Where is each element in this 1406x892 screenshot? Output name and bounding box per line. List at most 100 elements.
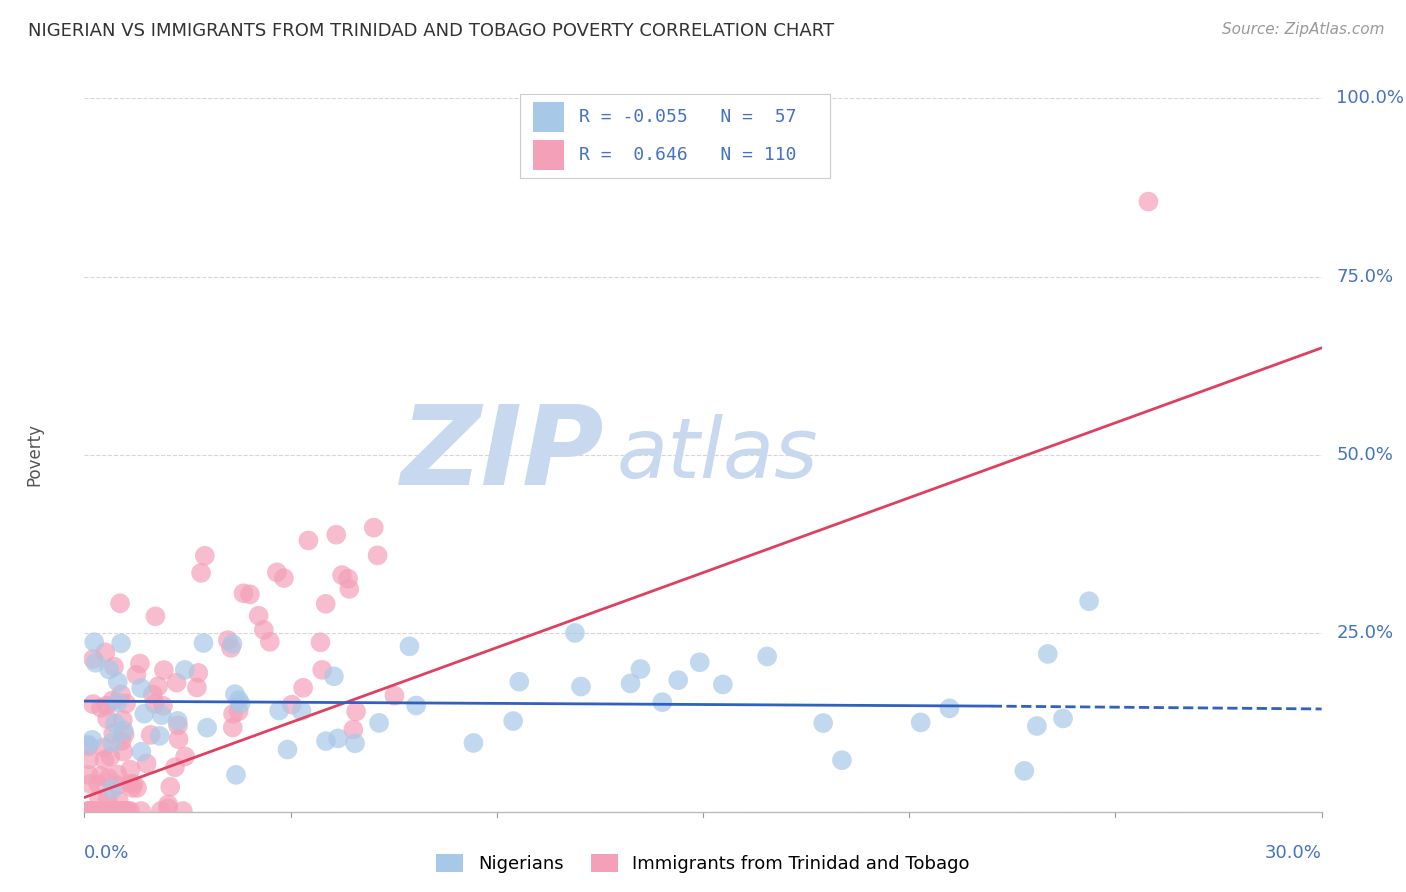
Point: [172, 804, 194, 818]
Point: [100, 804, 122, 818]
Point: [831, 753, 853, 767]
Point: [384, 689, 406, 703]
Point: [115, 804, 138, 818]
Point: [159, 780, 181, 794]
Point: [195, 721, 218, 735]
Point: [105, 804, 128, 818]
Point: [96, 804, 118, 818]
Point: [259, 634, 281, 648]
Point: [125, 668, 148, 682]
Point: [83, 635, 105, 649]
Point: [292, 681, 315, 695]
Text: R =  0.646   N = 110: R = 0.646 N = 110: [579, 146, 796, 164]
Point: [325, 527, 347, 541]
Point: [193, 636, 215, 650]
Point: [463, 736, 485, 750]
Point: [77, 768, 100, 782]
Point: [229, 697, 252, 711]
Point: [107, 675, 129, 690]
Point: [225, 768, 247, 782]
Point: [273, 571, 295, 585]
Point: [114, 727, 136, 741]
Point: [80, 804, 103, 818]
Point: [77, 804, 100, 818]
Point: [163, 760, 186, 774]
Point: [239, 587, 262, 601]
Point: [111, 804, 134, 818]
Point: [134, 706, 156, 721]
Point: [290, 704, 312, 718]
Point: [564, 626, 586, 640]
Point: [322, 669, 344, 683]
Point: [363, 521, 385, 535]
Point: [276, 742, 298, 756]
Bar: [533, 140, 564, 169]
Point: [79, 777, 101, 791]
Point: [77, 752, 100, 766]
Point: [93, 753, 115, 767]
Point: [367, 549, 389, 563]
Point: [344, 736, 367, 750]
Point: [111, 804, 134, 818]
Point: [96, 712, 118, 726]
Point: [222, 721, 245, 735]
Point: [219, 640, 242, 655]
Text: 75.0%: 75.0%: [1337, 268, 1393, 285]
Point: [315, 597, 337, 611]
Point: [910, 715, 932, 730]
Point: [82, 697, 104, 711]
Point: [125, 780, 148, 795]
Text: NIGERIAN VS IMMIGRANTS FROM TRINIDAD AND TOBAGO POVERTY CORRELATION CHART: NIGERIAN VS IMMIGRANTS FROM TRINIDAD AND…: [28, 22, 834, 40]
Point: [368, 715, 391, 730]
Point: [149, 729, 172, 743]
Point: [167, 718, 190, 732]
Point: [1078, 594, 1101, 608]
Point: [107, 804, 129, 818]
Point: [342, 723, 364, 737]
Point: [309, 635, 332, 649]
Text: 0.0%: 0.0%: [84, 844, 129, 862]
Point: [101, 736, 124, 750]
Point: [269, 704, 291, 718]
Point: [120, 776, 142, 790]
Point: [1036, 647, 1059, 661]
Text: 25.0%: 25.0%: [1337, 624, 1393, 642]
Point: [82, 732, 104, 747]
Bar: [533, 103, 564, 132]
Point: [107, 695, 129, 709]
Text: atlas: atlas: [616, 415, 818, 495]
Point: [326, 731, 349, 746]
Point: [107, 794, 129, 808]
Point: [139, 728, 162, 742]
Point: [337, 572, 360, 586]
Point: [98, 663, 121, 677]
Point: [232, 586, 254, 600]
Point: [224, 687, 246, 701]
Point: [111, 713, 134, 727]
Point: [143, 697, 166, 711]
Point: [146, 680, 169, 694]
Point: [135, 756, 157, 771]
Point: [152, 698, 174, 713]
Text: R = -0.055   N =  57: R = -0.055 N = 57: [579, 108, 796, 126]
Point: [77, 739, 100, 753]
Point: [84, 804, 107, 818]
Point: [149, 804, 172, 818]
Point: [97, 791, 120, 805]
Point: [619, 676, 641, 690]
Point: [77, 738, 100, 752]
Point: [173, 663, 195, 677]
Point: [110, 688, 132, 702]
Point: [131, 745, 153, 759]
Point: [122, 777, 145, 791]
Point: [77, 804, 100, 818]
Point: [247, 608, 270, 623]
Point: [121, 780, 143, 795]
Text: Poverty: Poverty: [25, 424, 44, 486]
Point: [93, 740, 115, 755]
Point: [297, 533, 319, 548]
Point: [811, 716, 834, 731]
Point: [101, 804, 124, 818]
Point: [1052, 711, 1074, 725]
Point: [104, 716, 127, 731]
